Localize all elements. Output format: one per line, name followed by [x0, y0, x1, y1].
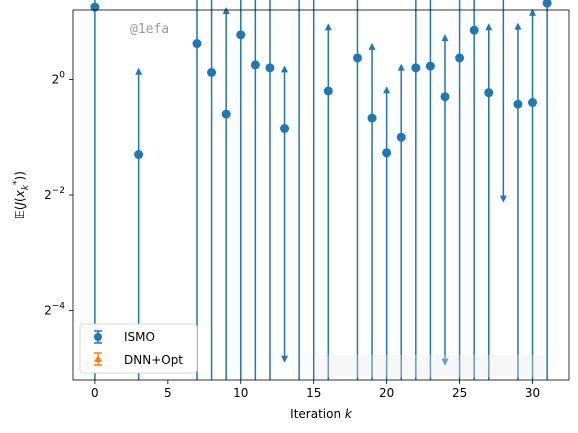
- data-point-group: [469, 0, 479, 380]
- data-point-group: [396, 63, 406, 380]
- data-point: [367, 113, 377, 123]
- data-point: [455, 53, 465, 63]
- data-point: [352, 53, 362, 63]
- data-point: [396, 132, 406, 142]
- error-arrow-up: [222, 7, 230, 14]
- data-point-group: [192, 0, 202, 380]
- data-point-group: [542, 0, 552, 380]
- footnote-block: [318, 355, 544, 377]
- error-arrow-up: [281, 65, 289, 73]
- data-point-group: [352, 0, 362, 380]
- y-tick-label: 2−4: [44, 302, 65, 318]
- error-arrow-down: [441, 358, 449, 366]
- data-point: [236, 30, 246, 40]
- data-point: [134, 150, 144, 160]
- data-point-group: [207, 0, 217, 380]
- legend-handle-dnn-opt: [94, 352, 102, 366]
- y-tick-label: 20: [52, 70, 66, 86]
- legend-label-ismo: ISMO: [124, 330, 155, 344]
- data-point-group: [382, 86, 392, 380]
- y-axis-ticks: 2−42−22022: [44, 70, 73, 318]
- data-point-group: [425, 0, 435, 380]
- error-arrow-up: [135, 67, 143, 75]
- data-point-group: [411, 0, 421, 380]
- error-arrow-up: [397, 63, 405, 71]
- x-tick-label: 15: [306, 386, 321, 400]
- data-layer: [90, 0, 552, 380]
- legend-handle-ismo: [94, 330, 102, 344]
- data-point-group: [440, 34, 450, 366]
- data-point-group: [280, 65, 290, 363]
- watermark: @1efa: [130, 22, 169, 37]
- error-arrow-up: [383, 86, 391, 94]
- legend-box: [79, 323, 198, 374]
- data-point: [250, 60, 260, 70]
- data-point: [192, 39, 202, 49]
- data-point: [207, 67, 217, 77]
- legend-label-dnn-opt: DNN+Opt: [124, 353, 183, 367]
- data-point-group: [221, 7, 231, 380]
- data-point-group: [455, 0, 465, 380]
- data-point: [323, 86, 333, 96]
- error-arrow-down: [499, 195, 507, 203]
- x-axis-ticks: 0 5 10 15 20 25 30: [91, 380, 540, 400]
- error-arrow-up: [324, 23, 332, 31]
- data-point: [542, 0, 552, 8]
- legend: ISMO DNN+Opt: [79, 323, 198, 374]
- data-point-group: [250, 0, 260, 380]
- data-point-group: [265, 0, 275, 380]
- x-tick-label: 30: [525, 386, 540, 400]
- x-tick-label: 10: [233, 386, 248, 400]
- data-point-group: [90, 0, 100, 380]
- error-arrow-up: [441, 34, 449, 42]
- y-tick-label: 2−2: [44, 186, 65, 202]
- data-point: [440, 92, 450, 102]
- data-point-group: [236, 0, 246, 380]
- data-point-group: [499, 0, 507, 203]
- data-point: [90, 2, 100, 12]
- data-point-group: [367, 42, 377, 380]
- error-arrow-up: [529, 8, 537, 16]
- data-point: [484, 88, 494, 98]
- plot-area: [72, 0, 570, 381]
- x-axis-title: Iteration k: [290, 407, 353, 421]
- data-point-group: [513, 22, 523, 380]
- error-arrow-up: [514, 22, 522, 30]
- data-point: [382, 148, 392, 158]
- data-point-group: [298, 0, 300, 380]
- error-arrow-down: [281, 355, 289, 363]
- x-tick-label: 5: [164, 386, 172, 400]
- data-point: [528, 98, 538, 107]
- data-point: [265, 63, 275, 73]
- data-point: [469, 25, 479, 35]
- data-point: [425, 61, 435, 71]
- data-point-group: [484, 23, 494, 380]
- data-point: [411, 63, 421, 73]
- data-point: [280, 124, 290, 134]
- x-tick-label: 0: [91, 386, 99, 400]
- y-axis-title: 𝔼(J(xk*)): [12, 171, 31, 219]
- error-arrow-up: [368, 42, 376, 50]
- error-arrow-up: [485, 23, 493, 31]
- data-point-group: [312, 0, 315, 380]
- data-point: [513, 99, 523, 109]
- data-point-group: [528, 8, 538, 380]
- x-tick-label: 20: [379, 386, 394, 400]
- x-tick-label: 25: [452, 386, 467, 400]
- data-point: [221, 109, 231, 119]
- data-point-group: [323, 23, 333, 380]
